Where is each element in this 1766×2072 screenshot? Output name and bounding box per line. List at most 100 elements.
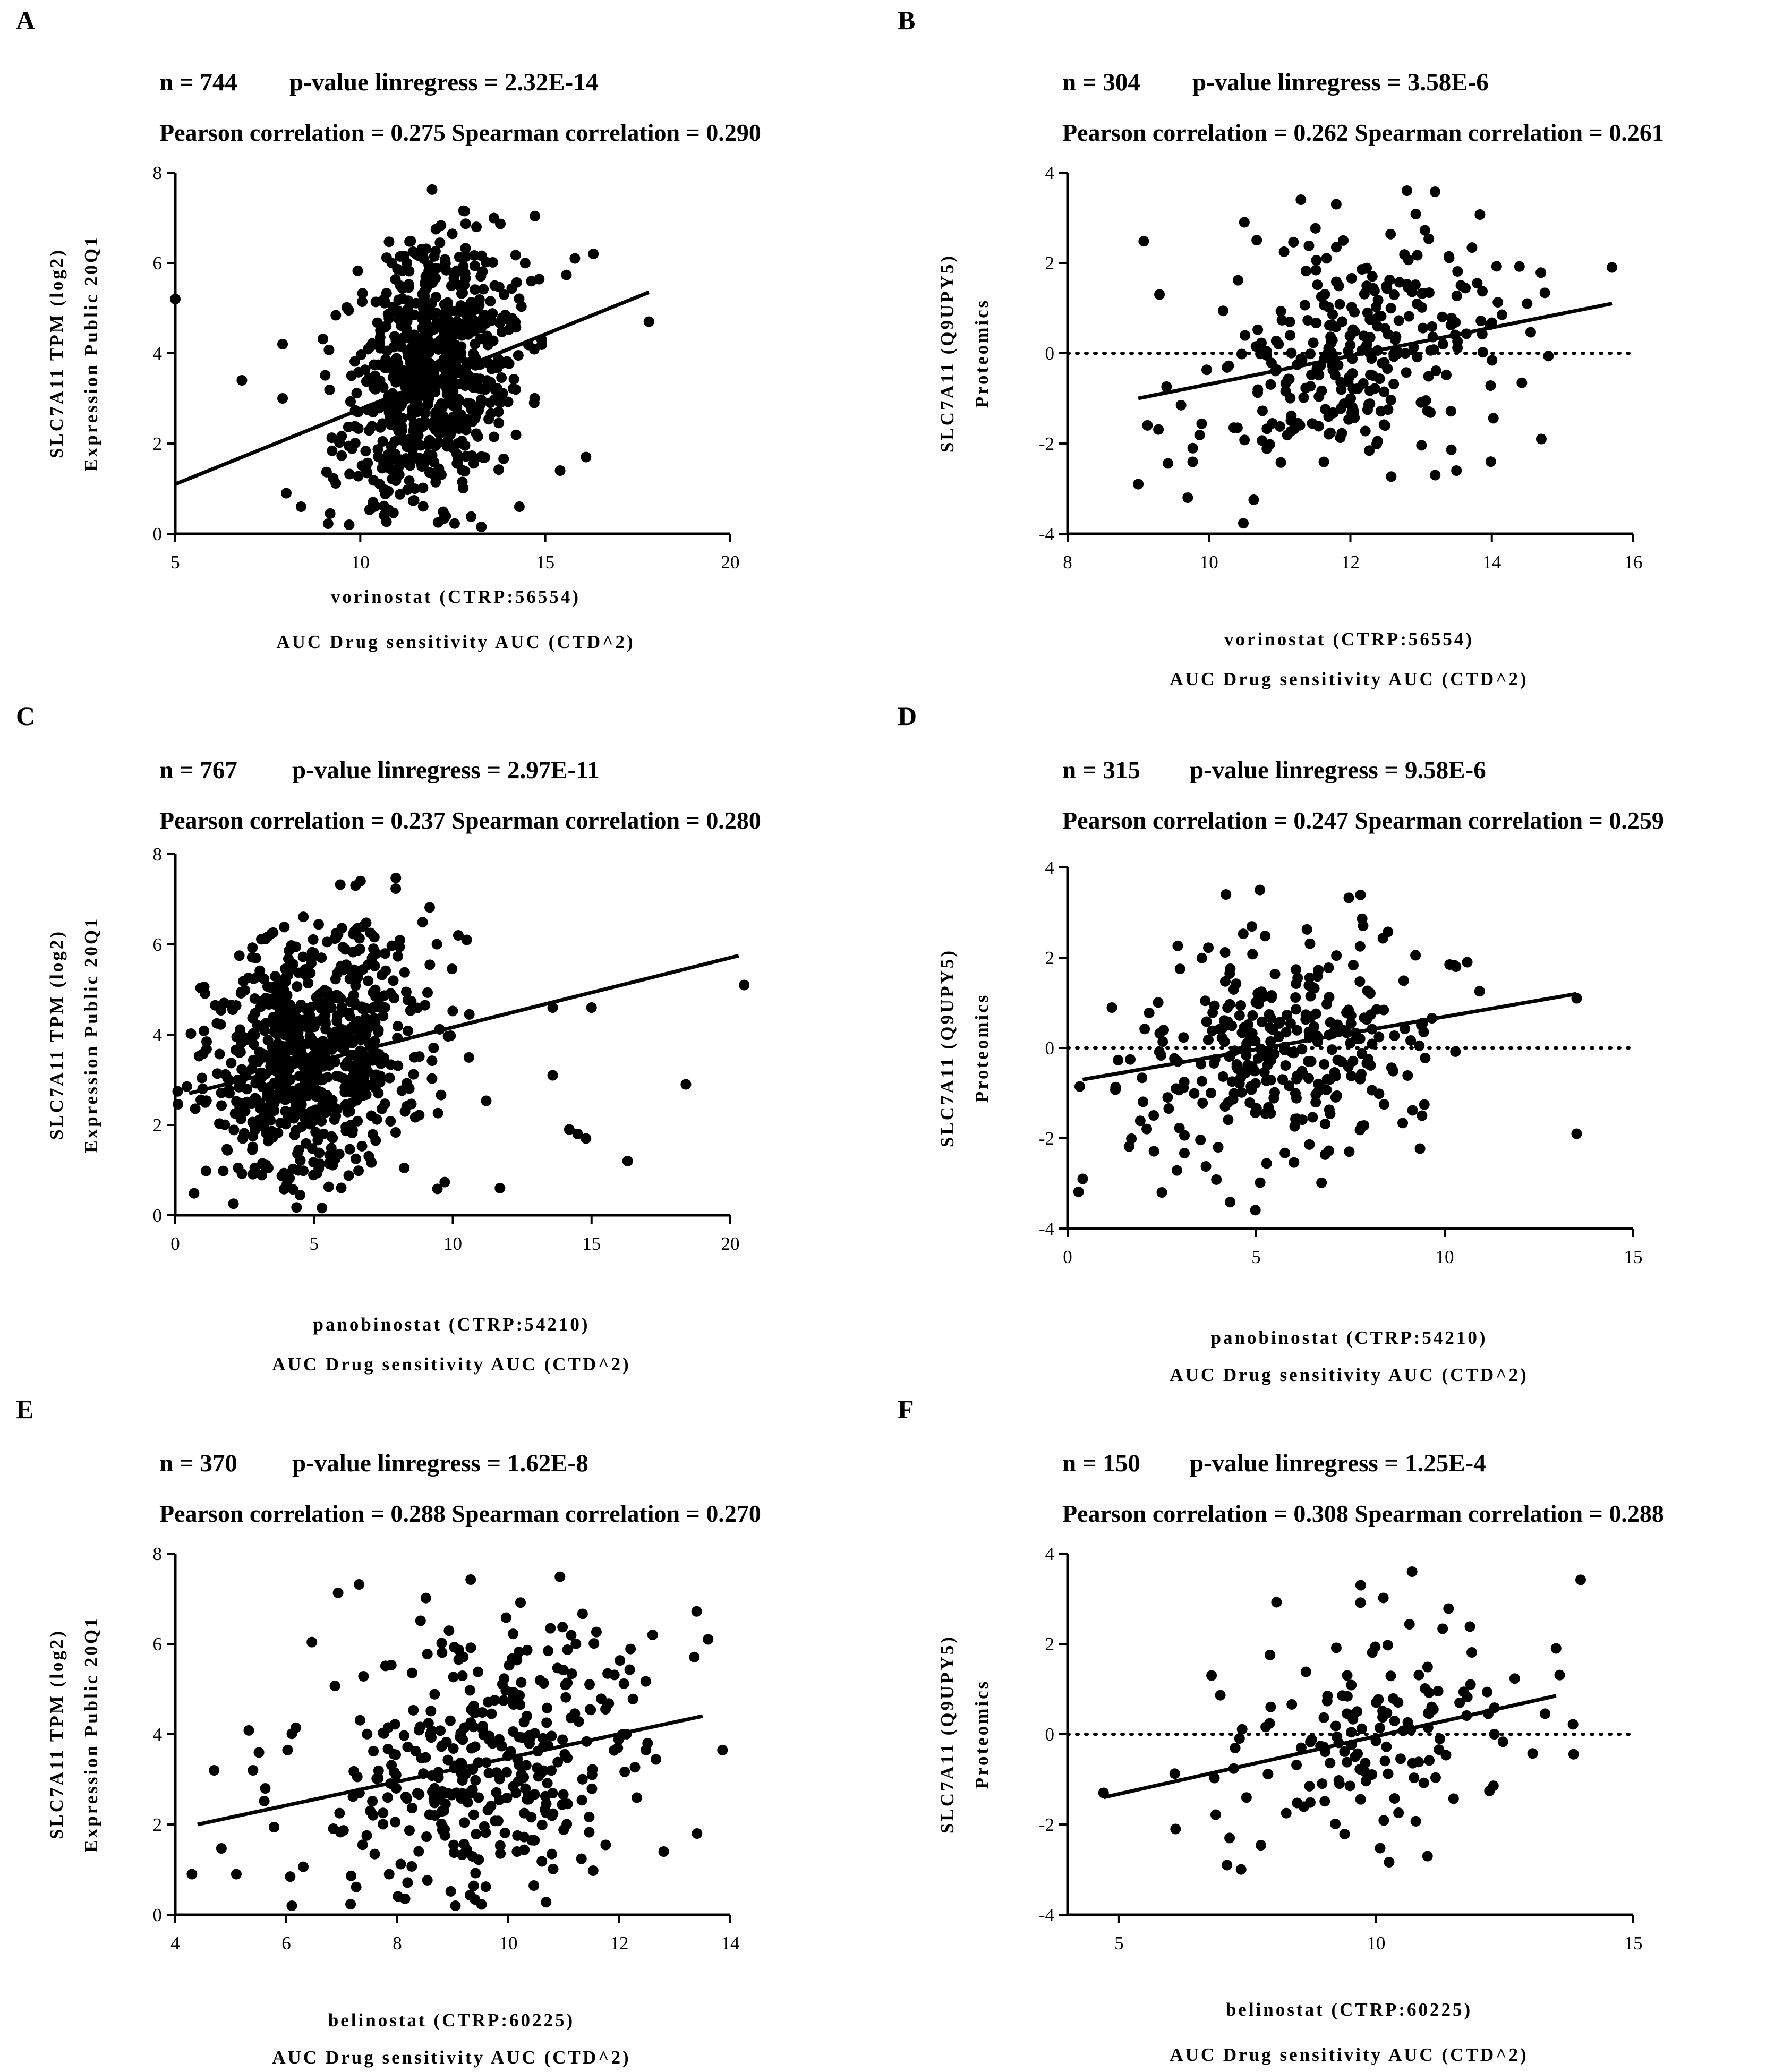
data-point — [1242, 1060, 1253, 1071]
data-point — [1307, 418, 1318, 429]
data-point — [1195, 1135, 1206, 1146]
data-point — [1485, 380, 1496, 391]
x-tick-label: 16 — [1624, 552, 1643, 573]
data-point — [552, 1662, 563, 1674]
data-point — [362, 344, 373, 355]
data-point — [510, 429, 522, 440]
data-point — [1330, 1092, 1341, 1103]
data-point — [1390, 331, 1402, 343]
data-point — [226, 1058, 237, 1069]
data-point — [1290, 992, 1301, 1003]
data-point — [300, 1003, 311, 1014]
data-point — [1074, 1081, 1085, 1092]
x-axis-title: belinostat (CTRP:60225) — [328, 2010, 575, 2031]
data-point — [1465, 1679, 1476, 1690]
data-point — [1308, 337, 1319, 348]
data-point — [689, 1651, 700, 1662]
data-point — [1475, 316, 1487, 327]
y-tick-label: 2 — [153, 1814, 163, 1835]
data-point — [344, 468, 355, 480]
data-point — [1306, 369, 1317, 380]
data-point — [170, 294, 181, 304]
data-point — [1343, 892, 1354, 903]
data-point — [450, 1900, 461, 1912]
y-axis-title: SLC7A11 TPM (log2) — [46, 1629, 67, 1839]
data-point — [470, 284, 481, 295]
data-point — [185, 1028, 197, 1039]
data-point — [573, 1716, 584, 1727]
data-point — [1452, 336, 1463, 347]
data-point — [376, 1058, 387, 1069]
scatter-points — [1133, 185, 1618, 529]
data-point — [243, 973, 254, 984]
data-point — [395, 251, 406, 262]
data-point — [283, 953, 294, 965]
data-point — [1419, 1099, 1430, 1110]
data-point — [1279, 1147, 1291, 1158]
data-point — [1226, 1076, 1238, 1087]
x-tick-label: 0 — [170, 1233, 180, 1254]
data-point — [1264, 1718, 1275, 1729]
data-point — [1423, 233, 1435, 244]
data-point — [286, 1728, 297, 1740]
data-point — [317, 1203, 328, 1214]
data-point — [1338, 398, 1350, 410]
data-point — [399, 317, 410, 328]
data-point — [421, 1831, 432, 1843]
data-point — [1413, 1669, 1424, 1681]
data-point — [1286, 347, 1297, 359]
data-point — [424, 902, 436, 913]
data-point — [346, 1870, 357, 1881]
data-point — [457, 287, 468, 299]
data-point — [619, 1766, 630, 1777]
data-point — [1403, 254, 1414, 266]
data-point — [1257, 405, 1268, 416]
data-point — [386, 940, 397, 951]
data-point — [1410, 208, 1421, 219]
data-point — [1318, 1712, 1329, 1723]
data-point — [1437, 311, 1448, 322]
data-point — [1223, 1114, 1234, 1125]
data-point — [429, 323, 440, 335]
data-point — [691, 1606, 702, 1617]
data-point — [640, 1676, 651, 1687]
data-point — [242, 1096, 253, 1107]
x-tick-label: 8 — [1063, 552, 1072, 573]
data-point — [354, 1579, 365, 1590]
x-tick-label: 10 — [443, 1233, 462, 1254]
data-point — [1327, 320, 1338, 331]
x-tick-label: 15 — [1624, 1247, 1643, 1267]
data-point — [390, 274, 401, 285]
scatter-points — [170, 184, 654, 532]
data-point — [336, 450, 347, 461]
data-point — [292, 1054, 303, 1065]
data-point — [1464, 1621, 1475, 1632]
data-point — [1383, 1768, 1394, 1779]
data-point — [1342, 1670, 1353, 1681]
data-point — [1460, 283, 1471, 294]
data-point — [450, 327, 462, 338]
data-point — [1178, 1032, 1189, 1043]
data-point — [428, 1793, 439, 1804]
data-point — [480, 1881, 491, 1892]
data-point — [1466, 242, 1478, 253]
data-point — [510, 250, 521, 261]
data-point — [1319, 1059, 1330, 1070]
data-point — [528, 1880, 540, 1891]
data-point — [1252, 324, 1264, 335]
data-point — [1432, 1686, 1444, 1697]
data-point — [417, 482, 429, 493]
data-point — [1347, 960, 1359, 971]
data-point — [462, 1797, 473, 1808]
data-point — [332, 1587, 344, 1598]
y-tick-label: 6 — [153, 1634, 163, 1655]
data-point — [1153, 997, 1164, 1008]
data-point — [280, 1053, 291, 1064]
data-point — [552, 1756, 564, 1768]
data-point — [459, 417, 471, 428]
data-point — [1277, 1074, 1288, 1085]
data-point — [344, 440, 355, 451]
data-point — [315, 1075, 327, 1086]
x-tick-label: 14 — [1482, 552, 1501, 573]
data-point — [1290, 1113, 1301, 1124]
